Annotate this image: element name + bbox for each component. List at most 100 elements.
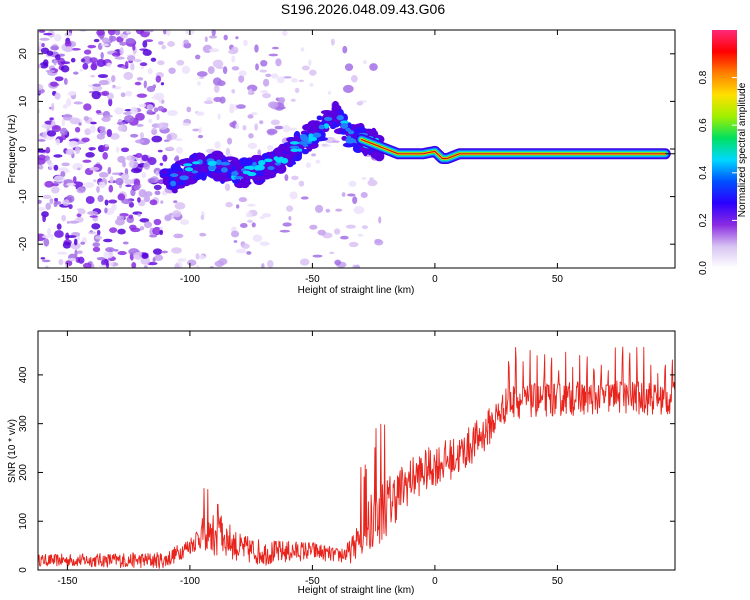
spectrogram-noise-blob (203, 100, 214, 105)
spectrogram-noise-blob (81, 137, 90, 143)
spectrogram-track-core (192, 161, 200, 165)
spectrogram-noise-blob (77, 167, 81, 171)
spectrogram-noise-blob (213, 84, 220, 93)
spectrogram-track-core (170, 173, 179, 178)
spectrogram-noise-blob (149, 199, 158, 206)
spectrogram-noise-blob (76, 208, 85, 211)
spectrogram-noise-blob (259, 216, 265, 220)
spectrogram-noise-blob (157, 122, 168, 130)
spectrogram-noise-blob (214, 260, 225, 267)
spectrogram-noise-blob (173, 233, 184, 239)
spectrogram-noise-blob (325, 208, 331, 213)
spectrogram-noise-blob (160, 250, 168, 254)
spectrogram-noise-blob (267, 260, 274, 268)
spectrogram-noise-blob (259, 241, 270, 246)
spectrogram-noise-blob (108, 35, 114, 44)
spectrogram-noise-blob (233, 240, 238, 243)
spectrogram-track-blob (236, 164, 243, 174)
spectrogram-track-blob (255, 170, 265, 177)
spectrogram-noise-blob (329, 251, 335, 255)
spectrogram-noise-blob (147, 68, 153, 75)
spectrogram-noise-blob (82, 159, 92, 163)
spectrogram-noise-blob (108, 199, 118, 204)
spectrogram-noise-blob (340, 235, 349, 240)
spectrogram-noise-blob (114, 218, 125, 226)
figure-title: S196.2026.048.09.43.G06 (281, 1, 445, 17)
spectrogram-noise-blob (124, 179, 134, 185)
spectrogram-noise-blob (108, 184, 114, 193)
spectrogram-track-core (220, 161, 231, 166)
spectrogram-ridge-band (360, 138, 666, 160)
spectrogram-noise-blob (56, 223, 62, 230)
spectrogram-noise-blob (356, 101, 364, 106)
spectrogram-noise-blob (95, 109, 102, 114)
spectrogram-noise-blob (257, 149, 262, 157)
spectrogram-xlabel: Height of straight line (km) (298, 285, 415, 296)
spectrogram-xtick-label: 50 (552, 274, 564, 285)
spectrogram-track-core (242, 170, 251, 175)
spectrogram-noise-blob (131, 261, 137, 268)
spectrogram-noise-blob (199, 232, 207, 237)
spectrogram-track-blob (273, 147, 284, 156)
spectrogram-noise-blob (101, 90, 110, 97)
spectrogram-track-core (340, 122, 349, 129)
spectrogram-noise-blob (300, 47, 305, 52)
spectrogram-noise-blob (275, 58, 282, 67)
spectrogram-noise-blob (262, 78, 270, 87)
spectrogram-noise-blob (282, 222, 292, 227)
spectrogram-noise-blob (39, 37, 50, 41)
spectrogram-noise-blob (141, 154, 149, 162)
spectrogram-noise-blob (245, 211, 253, 218)
spectrogram-noise-blob (119, 41, 127, 46)
spectrogram-track-core (233, 176, 244, 180)
spectrogram-noise-blob (309, 83, 314, 87)
spectrogram-noise-blob (177, 258, 187, 262)
spectrogram-noise-blob (211, 30, 216, 37)
spectrogram-noise-blob (239, 222, 248, 229)
spectrogram-noise-blob (76, 213, 82, 218)
spectrogram-noise-blob (229, 106, 235, 114)
spectrogram-noise-blob (311, 153, 316, 157)
spectrogram-noise-blob (45, 202, 52, 211)
spectrogram-noise-blob (104, 207, 108, 214)
spectrogram-noise-blob (53, 175, 64, 183)
spectrogram-track-blob (316, 136, 328, 141)
spectrogram-track-blob (162, 176, 169, 186)
spectrogram-noise-blob (309, 224, 318, 230)
spectrogram-noise-blob (92, 242, 101, 248)
spectrogram-noise-blob (247, 219, 253, 223)
spectrogram-noise-blob (89, 215, 98, 218)
spectrogram-noise-blob (231, 66, 240, 71)
colorbar-tick-label: 0.8 (698, 70, 709, 84)
spectrogram-noise-blob (348, 241, 359, 248)
spectrogram-noise-blob (315, 159, 321, 164)
spectrogram-noise-blob (360, 191, 368, 199)
spectrogram-noise-blob (148, 118, 153, 124)
spectrogram-noise-blob (155, 170, 159, 176)
spectrogram-noise-blob (299, 258, 310, 266)
spectrogram-noise-blob (72, 176, 77, 184)
spectrogram-track-blob (362, 146, 369, 157)
spectrogram-track-core (312, 132, 322, 138)
spectrogram-noise-blob (262, 93, 272, 99)
spectrogram-noise-blob (183, 39, 189, 45)
spectrogram-noise-blob (143, 195, 151, 203)
spectrogram-noise-blob (53, 164, 59, 171)
spectrogram-noise-blob (133, 184, 141, 191)
spectrogram-noise-blob (198, 127, 202, 134)
spectrogram-noise-blob (247, 142, 258, 149)
spectrogram-noise-blob (197, 81, 201, 86)
spectrogram-noise-blob (97, 195, 104, 203)
spectrogram-track-core (254, 164, 265, 171)
spectrogram-noise-blob (62, 199, 70, 206)
spectrogram-noise-blob (50, 234, 54, 241)
spectrogram-noise-blob (151, 135, 163, 143)
spectrogram-noise-blob (64, 40, 72, 48)
spectrogram-noise-blob (58, 167, 69, 171)
spectrogram-noise-blob (54, 230, 64, 238)
spectrogram-noise-blob (174, 155, 180, 161)
spectrogram-noise-blob (96, 58, 106, 67)
spectrogram-noise-blob (80, 58, 86, 63)
spectrogram-noise-blob (261, 263, 265, 268)
spectrogram-noise-blob (235, 123, 240, 130)
